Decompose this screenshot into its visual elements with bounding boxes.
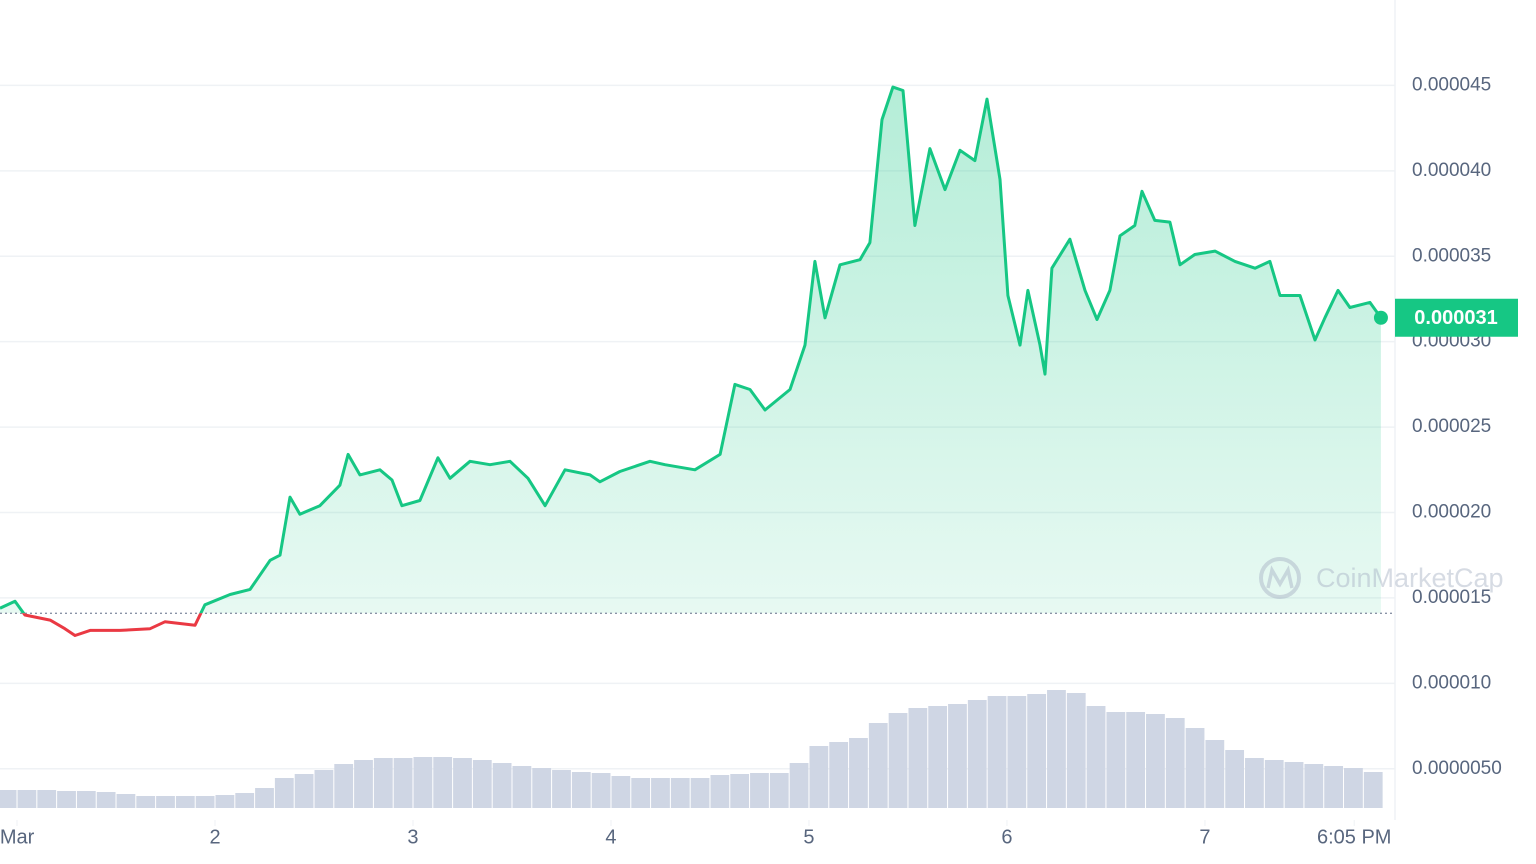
y-tick-label: 0.000045 [1412,74,1491,95]
volume-bar [1304,764,1324,808]
x-tick-label: 6:05 PM [1317,826,1391,848]
volume-bar [789,763,809,808]
y-tick-label: 0.000035 [1412,245,1491,266]
volume-bar [17,790,37,808]
volume-bar [373,758,393,808]
volume-bar [967,700,987,808]
x-tick-label: 7 [1199,826,1210,848]
volume-bar [611,776,631,808]
volume-bar [472,760,492,808]
volume-bar [710,775,730,808]
y-tick-label: 0.000040 [1412,160,1491,181]
watermark-text: CoinMarketCap [1316,563,1504,593]
x-tick-label: 2 [209,826,220,848]
x-tick-label: 3 [407,826,418,848]
y-tick-label: 0.000015 [1412,587,1491,608]
volume-bar [274,778,294,808]
volume-bar [0,790,17,808]
x-tick-label: 5 [803,826,814,848]
volume-bar [670,778,690,808]
current-price-dot [1373,310,1388,325]
volume-bar [393,758,413,808]
volume-bar [314,770,334,808]
volume-bar [294,774,314,808]
volume-bar [591,773,611,808]
volume-bar [96,792,116,808]
volume-bar [730,774,750,808]
volume-bar [512,766,532,808]
volume-bar [987,696,1007,808]
volume-bar [413,757,433,808]
volume-bar [809,746,829,808]
volume-bar [651,778,670,808]
volume-bar [492,763,512,808]
volume-bar [690,778,710,808]
volume-bar [829,742,849,808]
x-tick-label: Mar [0,826,35,848]
volume-bar [453,758,472,808]
volume-bar [1106,712,1126,808]
volume-bar [1066,693,1086,808]
volume-bar [1264,760,1284,808]
y-tick-label: 0.000010 [1412,672,1491,693]
watermark-logo [1266,565,1294,589]
volume-bar [1205,740,1225,808]
volume-bar [195,796,215,808]
volume-bar [136,796,156,808]
volume-bar [1047,690,1066,808]
volume-bar [156,796,175,808]
volume-bar [1007,696,1027,808]
volume-bar [631,778,651,808]
volume-bar [235,793,255,808]
volume-bar [888,713,908,808]
volume-bar [116,794,136,808]
volume-bar [769,773,789,808]
volume-bar [1146,714,1165,808]
volume-bar [1245,758,1264,808]
volume-bar [255,788,274,808]
volume-bar [868,723,888,808]
volume-bar [1165,718,1185,808]
volume-bar [57,791,76,808]
volume-bar [908,708,928,808]
y-tick-label: 0.000020 [1412,502,1491,523]
volume-bar [1324,766,1344,808]
volume-bar [532,768,552,808]
volume-bar [948,704,967,808]
current-price-tag [1395,298,1518,337]
volume-bar [928,706,948,808]
volume-bar [849,738,868,808]
volume-bar [571,772,591,808]
volume-bar [1185,728,1205,808]
y-tick-label: 0.000025 [1412,416,1491,437]
x-tick-label: 4 [605,826,616,848]
volume-bar [1284,762,1304,808]
volume-bar [1363,772,1383,808]
volume-bar [215,795,235,808]
volume-bar [76,791,96,808]
y-tick-label: 0.0000050 [1412,758,1502,779]
watermark-logo [1259,557,1301,599]
volume-bar [354,760,373,808]
volume-bar [334,764,354,808]
volume-bar [1126,712,1146,808]
volume-bar [1225,750,1245,808]
volume-bar [433,757,453,808]
volume-bar [1086,706,1106,808]
price-area [0,87,1381,614]
volume-bar [1027,694,1047,808]
x-tick-label: 6 [1001,826,1012,848]
volume-bar [552,770,571,808]
price-line [0,85,1383,614]
current-price-label: 0.000031 [1414,307,1497,329]
volume-bar [37,790,57,808]
volume-bar [175,796,195,808]
volume-bar [1344,768,1363,808]
watermark: CoinMarketCap [1259,557,1504,599]
volume-bar [750,773,769,808]
